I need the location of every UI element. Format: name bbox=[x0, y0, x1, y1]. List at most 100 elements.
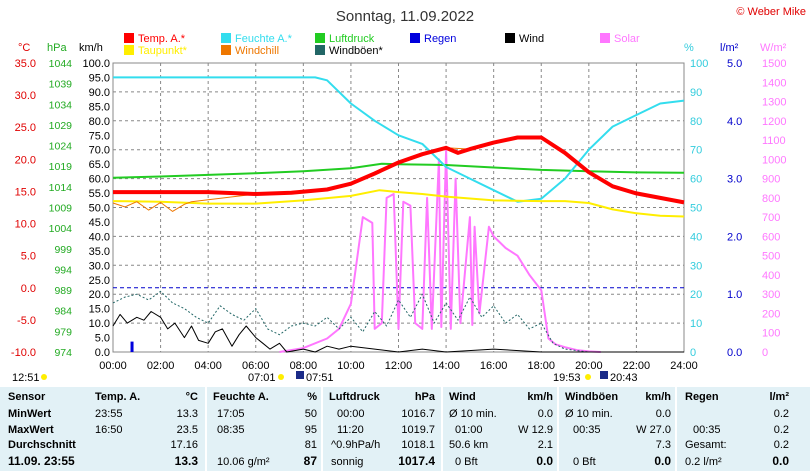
x-tick-label: 22:00 bbox=[623, 360, 651, 372]
divider bbox=[557, 387, 559, 471]
wind-bft: 0 Bft bbox=[455, 456, 478, 468]
tick-label: 900 bbox=[762, 174, 780, 186]
series-line bbox=[112, 162, 685, 179]
x-tick-label: 04:00 bbox=[194, 360, 222, 372]
tick-label: 2.0 bbox=[727, 231, 742, 243]
rain-total-value: 0.2 bbox=[773, 439, 789, 451]
tick-label: 35.0 bbox=[15, 58, 36, 70]
tick-label: 80.0 bbox=[89, 116, 110, 128]
header-hpa: hPa bbox=[414, 391, 435, 403]
tick-label: 30.0 bbox=[15, 90, 36, 102]
axis-ticks: 35.0 30.0 25.0 20.0 15.0 10.0 5.0 0.0 -5.0 -10.0 1… bbox=[11, 58, 787, 359]
series-line bbox=[112, 189, 685, 218]
stats-temperature: Sensor Temp. A. °C MinWert 23:55 13.3 Ma… bbox=[0, 387, 200, 471]
tick-label: 1024 bbox=[49, 141, 73, 153]
temp-max-time: 16:50 bbox=[95, 424, 123, 436]
x-tick-label: 00:00 bbox=[99, 360, 127, 372]
header-rain: Regen bbox=[685, 391, 719, 403]
pressure-forecast: sonnig bbox=[331, 456, 364, 468]
stats-gusts: Windböen km/h Ø 10 min. 0.0 00:35 W 27.0… bbox=[559, 387, 675, 471]
tick-label: 90 bbox=[690, 87, 702, 99]
wind-max-time: 01:00 bbox=[455, 424, 483, 436]
x-tick-label: 02:00 bbox=[147, 360, 175, 372]
sunset-time: 19:53 bbox=[553, 372, 581, 384]
pressure-min-value: 1016.7 bbox=[401, 408, 435, 420]
temp-min-value: 13.3 bbox=[176, 408, 198, 420]
tick-label: 1300 bbox=[762, 97, 786, 109]
unit-percent: % bbox=[684, 42, 694, 54]
tick-label: 70 bbox=[690, 145, 702, 157]
stats-wind: Wind km/h Ø 10 min. 0.0 01:00 W 12.9 50.… bbox=[443, 387, 557, 471]
stats-pressure: Luftdruck hPa 00:00 1016.7 11:20 1019.7 … bbox=[323, 387, 439, 471]
wind-mean-value: 2.1 bbox=[537, 439, 553, 451]
tick-label: 1400 bbox=[762, 77, 786, 89]
tick-label: 979 bbox=[54, 326, 72, 338]
legend-swatch bbox=[600, 33, 610, 43]
sunrise-icon bbox=[278, 374, 284, 380]
wind-avg-label: Ø 10 min. bbox=[449, 408, 497, 420]
series-line bbox=[112, 290, 684, 353]
legend-swatch bbox=[315, 33, 325, 43]
tick-label: 200 bbox=[762, 308, 780, 320]
unit-hpa: hPa bbox=[47, 42, 67, 54]
unit-kmh: km/h bbox=[79, 42, 103, 54]
chart-title: Sonntag, 11.09.2022 bbox=[336, 8, 474, 25]
tick-label: 1029 bbox=[49, 120, 73, 132]
tick-label: 4.0 bbox=[727, 116, 742, 128]
gusts-mean-value: 7.3 bbox=[655, 439, 671, 451]
tick-label: 1009 bbox=[49, 203, 73, 215]
humidity-avg-value: 81 bbox=[304, 439, 317, 451]
legend-label: Temp. A.* bbox=[138, 33, 186, 45]
wind-current-value: 0.0 bbox=[536, 454, 553, 468]
stats-humidity: Feuchte A. % 17:05 50 08:35 95 81 10.06 … bbox=[207, 387, 321, 471]
tick-label: 20 bbox=[690, 289, 702, 301]
tick-label: 70.0 bbox=[89, 145, 110, 157]
tick-label: 400 bbox=[762, 270, 780, 282]
tick-label: 3.0 bbox=[727, 174, 742, 186]
tick-label: 0.0 bbox=[95, 347, 110, 359]
series-line bbox=[112, 311, 684, 353]
tick-label: 25.0 bbox=[15, 122, 36, 134]
tick-label: 90.0 bbox=[89, 87, 110, 99]
humidity-min-time: 17:05 bbox=[217, 408, 245, 420]
moonrise-icon bbox=[296, 371, 304, 379]
tick-label: 15.0 bbox=[15, 186, 36, 198]
tick-label: 100 bbox=[762, 328, 780, 340]
brand-label: © Weber Mike bbox=[736, 6, 806, 18]
tick-label: 35.0 bbox=[89, 246, 110, 258]
sunset-icon bbox=[585, 374, 591, 380]
weather-chart: Sonntag, 11.09.2022 © Weber Mike Temp. A… bbox=[11, 6, 806, 384]
header-rain-unit: l/m² bbox=[769, 391, 789, 403]
tick-label: 1200 bbox=[762, 116, 786, 128]
tick-label: 50 bbox=[690, 203, 702, 215]
tick-label: 40 bbox=[690, 231, 702, 243]
rain-max-time: 00:35 bbox=[693, 424, 721, 436]
x-tick-label: 20:00 bbox=[575, 360, 603, 372]
legend-label: Regen bbox=[424, 33, 456, 45]
temp-avg-value: 17.16 bbox=[170, 439, 198, 451]
pressure-max-value: 1019.7 bbox=[401, 424, 435, 436]
tick-label: 1014 bbox=[49, 182, 73, 194]
stats-rain: Regen l/m² 0.2 00:35 0.2 Gesamt: 0.2 0.2… bbox=[677, 387, 807, 471]
tick-label: 0 bbox=[690, 347, 696, 359]
tick-label: 989 bbox=[54, 285, 72, 297]
tick-label: 999 bbox=[54, 244, 72, 256]
tick-label: 30 bbox=[690, 260, 702, 272]
series-line bbox=[113, 76, 685, 203]
x-tick-label: 10:00 bbox=[337, 360, 365, 372]
rain-max-value: 0.2 bbox=[773, 424, 789, 436]
legend-swatch bbox=[221, 45, 231, 55]
unit-solar: W/m² bbox=[760, 42, 787, 54]
x-tick-label: 08:00 bbox=[290, 360, 318, 372]
tick-label: 1044 bbox=[49, 58, 73, 70]
gusts-max-value: W 27.0 bbox=[636, 424, 671, 436]
row-label-current: 11.09. 23:55 bbox=[8, 454, 75, 468]
tick-label: 5.0 bbox=[21, 251, 36, 263]
rain-today-value: 0.2 bbox=[773, 408, 789, 420]
temp-max-value: 23.5 bbox=[176, 424, 198, 436]
divider bbox=[205, 387, 207, 471]
legend-label: Feuchte A.* bbox=[235, 33, 293, 45]
tick-label: 500 bbox=[762, 251, 780, 263]
moonrise-time: 07:51 bbox=[306, 372, 334, 384]
legend-label: Windböen* bbox=[329, 45, 384, 57]
